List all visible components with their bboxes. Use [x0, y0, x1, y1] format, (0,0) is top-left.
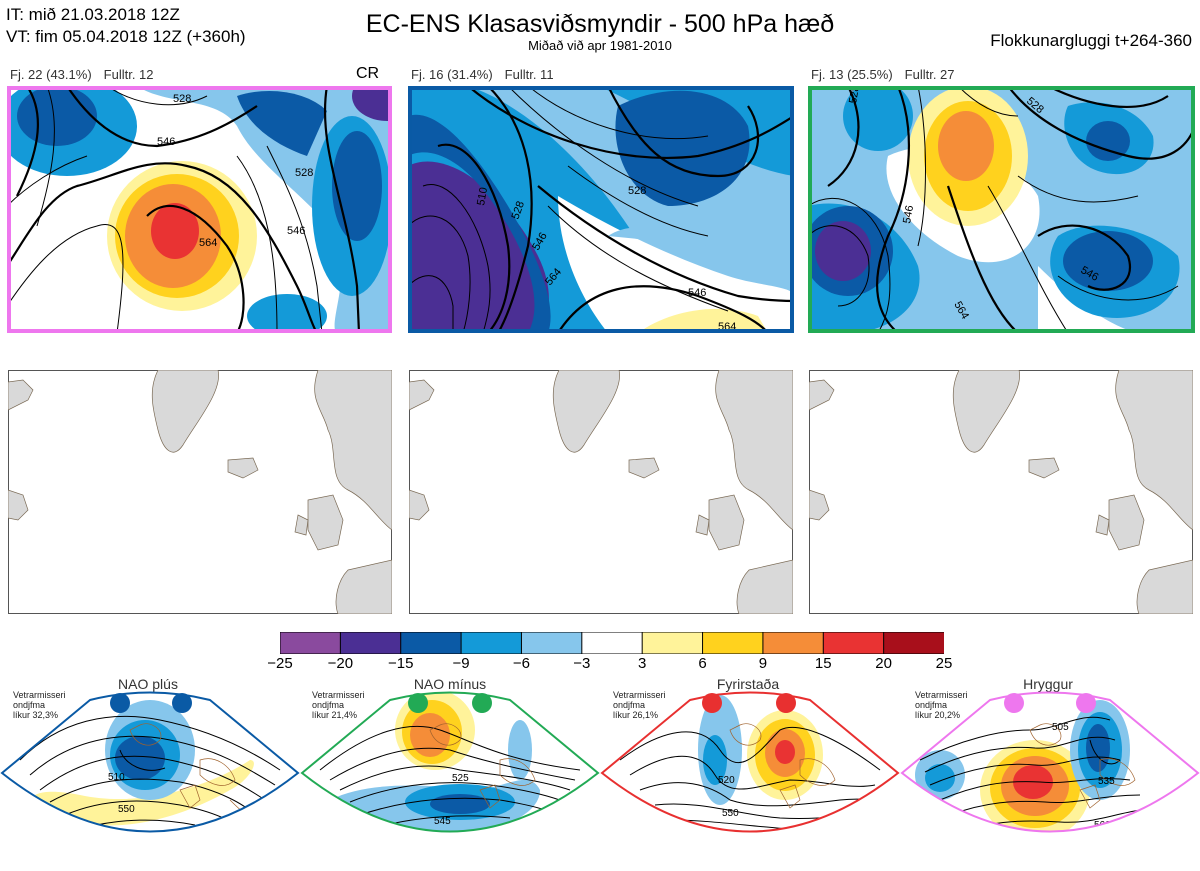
regime-3-contour-label: 560 — [738, 835, 755, 846]
valid-time: VT: fim 05.04.2018 12Z (+360h) — [6, 27, 246, 46]
colorbar-tick-label: 9 — [758, 655, 768, 672]
regime-2-map: 525 545 565 — [302, 692, 598, 861]
page-subtitle: Miðað við apr 1981-2010 — [528, 38, 672, 53]
regime-2-dot-left — [408, 693, 428, 713]
regime-4-note: Vetrarmisseri ondjfma líkur 20,2% — [915, 690, 968, 720]
cluster-2-member: Fulltr. 11 — [504, 67, 554, 82]
colorbar-tick-label: 6 — [698, 655, 707, 672]
regime-1-frame — [0, 691, 300, 833]
cluster-3-label: Fj. 13 (25.5%) Fulltr. 27 — [811, 67, 967, 82]
cluster-1-count: Fj. 22 (43.1%) — [10, 67, 92, 82]
colorbar-tick-label: 3 — [638, 655, 647, 672]
cluster-1-contour-label: 564 — [199, 237, 217, 249]
regime-4-dot-right — [1076, 693, 1096, 713]
cluster-3-contour-label: 546 — [901, 204, 916, 224]
colorbar-tick-label: 20 — [875, 655, 892, 672]
cluster-3-count: Fj. 13 (25.5%) — [811, 67, 893, 82]
cluster-1-frame — [7, 86, 392, 333]
cluster-1-map: 528 546 564 546 528 — [7, 86, 392, 333]
colorbar-swatch — [641, 631, 704, 655]
cluster-2-map: 510 528 546 564 546 528 564 — [408, 86, 794, 333]
colorbar-tick-label: −25 — [267, 655, 293, 672]
colorbar-swatch — [339, 631, 402, 655]
regime-1-title: NAO plús — [118, 676, 178, 692]
colorbar-tick-label: 15 — [814, 655, 832, 672]
regime-4-title: Hryggur — [1023, 676, 1073, 692]
page-title: EC-ENS Klasasviðsmyndir - 500 hPa hæð — [365, 10, 835, 38]
cluster-3-contour-label: 528 — [847, 86, 862, 105]
regime-1-contour-label: 550 — [118, 804, 135, 815]
regime-maps: 510 550 525 545 5 — [0, 691, 1200, 861]
cluster-2-label: Fj. 16 (31.4%) Fulltr. 11 — [411, 67, 566, 82]
cluster-2-contour-label: 546 — [688, 287, 706, 299]
regime-2-title: NAO mínus — [413, 676, 487, 692]
regime-1-note: Vetrarmisseri ondjfma líkur 32,3% — [13, 690, 66, 720]
regime-3-title: Fyrirstaða — [716, 676, 780, 692]
regime-3-contour-label: 550 — [722, 808, 739, 819]
initial-time: IT: mið 21.03.2018 12Z — [6, 5, 180, 24]
regime-2-contour-label: 545 — [434, 816, 451, 827]
colorbar-swatch — [762, 631, 825, 655]
basemap-1 — [8, 370, 392, 614]
colorbar-tick-label: −9 — [452, 655, 470, 672]
colorbar — [279, 631, 946, 659]
classification-window: Flokkunargluggi t+264-360 — [990, 31, 1192, 50]
cluster-2-count: Fj. 16 (31.4%) — [411, 67, 493, 82]
colorbar-tick-label: −3 — [573, 655, 591, 672]
regime-1-dot-right — [172, 693, 192, 713]
cluster-1-contour-label: 528 — [295, 167, 313, 179]
regime-2-contour-label: 565 — [444, 850, 461, 861]
cluster-1-contour-label: 528 — [173, 93, 191, 105]
regime-4-dot-left — [1004, 693, 1024, 713]
regime-3-contour-label: 520 — [718, 775, 735, 786]
cluster-2-contour-label: 510 — [475, 186, 490, 206]
regime-4-map: 505 535 560 — [902, 692, 1198, 832]
regime-4-contour-label: 535 — [1098, 776, 1115, 787]
regime-2-frame — [300, 691, 600, 833]
colorbar-tick-label: 25 — [935, 655, 953, 672]
cluster-1-member: Fulltr. 12 — [103, 67, 154, 82]
regime-2-note: Vetrarmisseri ondjfma líkur 21,4% — [312, 690, 365, 720]
cluster-1-contour-label: 546 — [157, 136, 175, 148]
cluster-3-member: Fulltr. 27 — [904, 67, 955, 82]
regime-1-map: 510 550 — [2, 692, 298, 832]
regime-3-map: 520 550 560 — [602, 692, 898, 846]
colorbar-tick-label: −20 — [327, 655, 354, 672]
cluster-2-contour-label: 528 — [628, 185, 646, 197]
cr-label: CR — [356, 65, 380, 82]
cluster-3-frame — [808, 86, 1195, 333]
colorbar-swatch — [822, 631, 885, 655]
colorbar-swatch — [460, 631, 523, 655]
regime-4-contour-label: 505 — [1052, 722, 1069, 733]
regime-3-note: Vetrarmisseri ondjfma líkur 26,1% — [613, 690, 666, 720]
colorbar-swatch — [581, 631, 644, 655]
regime-3-dot-right — [776, 693, 796, 713]
colorbar-tick-label: −15 — [387, 655, 414, 672]
cluster-1-contour-label: 546 — [287, 225, 305, 237]
colorbar-swatch — [702, 631, 764, 655]
cluster-2-frame — [408, 86, 794, 333]
cluster-3-map: 528 546 564 546 528 — [808, 86, 1195, 333]
regime-1-dot-left — [110, 693, 130, 713]
cluster-1-label: Fj. 22 (43.1%) Fulltr. 12 — [10, 67, 166, 82]
colorbar-swatch — [279, 631, 342, 655]
regime-2-dot-right — [472, 693, 492, 713]
basemap-2 — [409, 370, 793, 614]
cluster-2-contour-label: 528 — [510, 200, 528, 221]
regime-3-dot-left — [702, 693, 722, 713]
colorbar-swatch — [883, 631, 946, 655]
regime-3-frame — [600, 691, 900, 833]
colorbar-tick-label: −6 — [512, 655, 531, 672]
basemap-3 — [809, 370, 1193, 614]
regime-2-contour-label: 525 — [452, 773, 469, 784]
colorbar-swatch — [400, 631, 463, 655]
colorbar-swatch — [520, 631, 583, 655]
regime-1-contour-label: 510 — [108, 772, 125, 783]
regime-4-frame — [900, 691, 1200, 833]
